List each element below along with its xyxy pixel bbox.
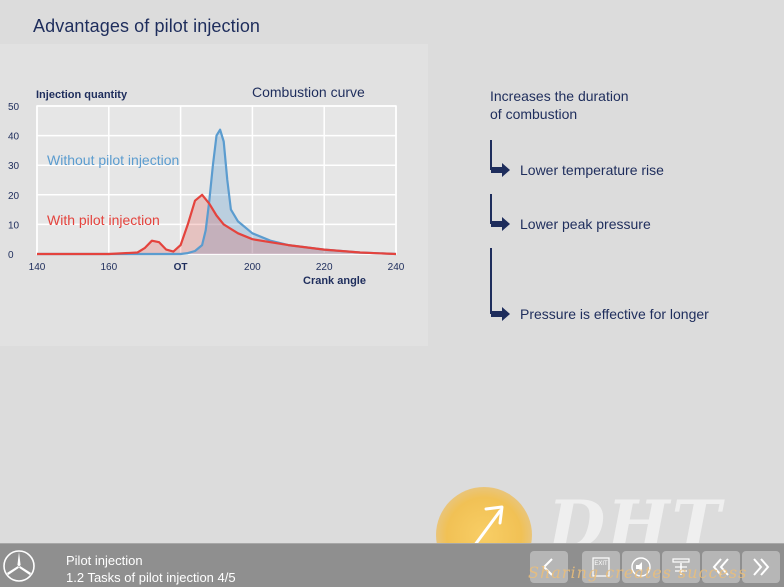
x-tick-label: 220 — [316, 262, 333, 273]
effect-label: Lower temperature rise — [520, 162, 664, 178]
y-tick-label: 0 — [8, 250, 14, 261]
right-arrow-icon — [491, 217, 510, 231]
footer-bar: Pilot injection 1.2 Tasks of pilot injec… — [0, 543, 784, 587]
chart-ticks: 0 10 20 30 40 50 140 160 OT 200 220 240 — [8, 102, 405, 273]
chart-title: Combustion curve — [252, 84, 365, 100]
exit-label: EXIT — [594, 561, 608, 567]
y-tick-label: 30 — [8, 161, 20, 172]
effects-heading-line2: of combustion — [490, 106, 578, 122]
audio-button[interactable] — [622, 551, 660, 583]
contents-icon — [672, 558, 690, 575]
effects-panel: Increases the duration of combustion Low… — [486, 86, 776, 336]
exit-icon: EXIT — [592, 557, 610, 577]
combustion-chart: 0 10 20 30 40 50 140 160 OT 200 220 240 — [8, 102, 405, 273]
series-label-without-pilot: Without pilot injection — [47, 152, 180, 168]
first-page-icon — [712, 558, 729, 576]
series-area-1 — [37, 194, 396, 254]
chart-lines — [37, 128, 397, 256]
x-tick-label: OT — [174, 262, 188, 273]
contents-button[interactable] — [662, 551, 700, 583]
effects-connector — [490, 140, 492, 314]
x-tick-label: 160 — [100, 262, 117, 273]
right-arrow-icon — [491, 307, 510, 321]
footer-page-title: 1.2 Tasks of pilot injection 4/5 — [66, 570, 236, 585]
x-axis-label: Crank angle — [303, 275, 366, 287]
chart-areas — [37, 129, 396, 254]
series-label-with-pilot: With pilot injection — [47, 212, 160, 228]
next-page-button[interactable] — [742, 551, 780, 583]
plot-area — [36, 105, 397, 255]
right-arrow-icon — [491, 163, 510, 177]
effect-label: Lower peak pressure — [520, 216, 651, 232]
footer-module-title: Pilot injection — [66, 553, 143, 568]
chart-panel: 0 10 20 30 40 50 140 160 OT 200 220 240 Injection q… — [0, 44, 428, 346]
first-page-button[interactable] — [702, 551, 740, 583]
y-tick-label: 50 — [8, 102, 20, 113]
audio-icon — [631, 557, 651, 577]
back-arrow-icon — [542, 558, 553, 576]
watermark-tagline: Sharing creates success — [528, 563, 748, 582]
mercedes-star-icon — [3, 550, 35, 582]
chart-grid — [36, 105, 397, 255]
effects-heading: Increases the duration of combustion — [490, 87, 629, 123]
y-tick-label: 10 — [8, 220, 20, 231]
y-axis-label: Injection quantity — [36, 89, 128, 101]
y-tick-label: 40 — [8, 132, 20, 143]
y-tick-label: 20 — [8, 191, 20, 202]
back-button[interactable] — [530, 551, 568, 583]
next-page-icon — [753, 558, 770, 576]
effects-heading-line1: Increases the duration — [490, 88, 629, 104]
effect-label: Pressure is effective for longer — [520, 306, 709, 322]
series-line-1 — [37, 193, 397, 256]
exit-button[interactable]: EXIT — [582, 551, 620, 583]
page-title: Advantages of pilot injection — [33, 16, 261, 36]
x-tick-label: 200 — [244, 262, 261, 273]
x-tick-label: 240 — [388, 262, 405, 273]
x-tick-label: 140 — [29, 262, 46, 273]
series-area-0 — [37, 129, 396, 254]
